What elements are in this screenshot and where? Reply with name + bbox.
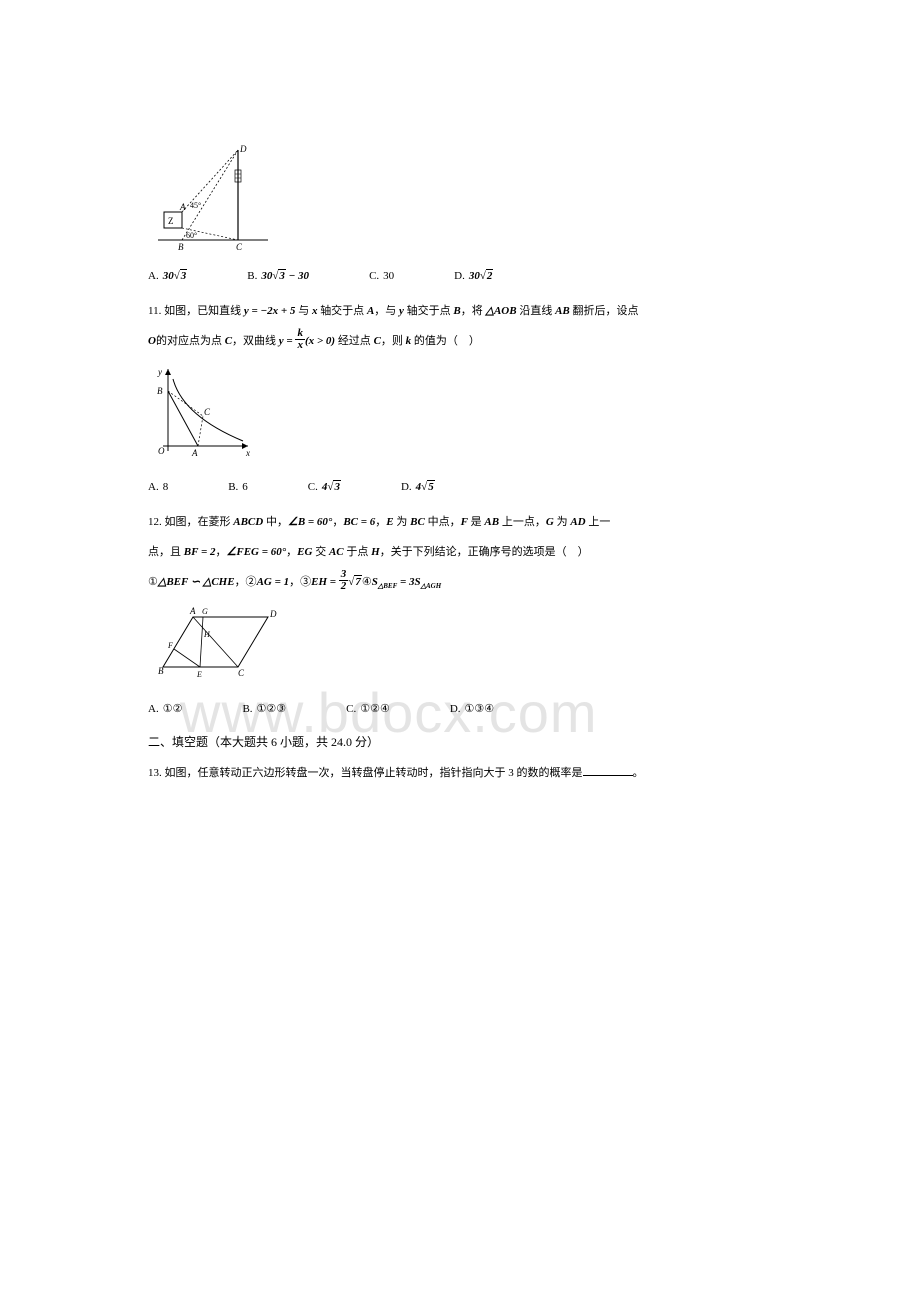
q11-figure: O A B C x y [148, 361, 668, 461]
angle-60: 60° [186, 231, 197, 240]
q12-option-D: D. ①③④ [450, 702, 494, 715]
q12-statements: ① △BEF ∽ △CHE，② AG = 1，③ EH = 327 ④ S△BE… [148, 571, 668, 594]
blank [583, 775, 633, 776]
svg-text:D: D [269, 609, 277, 619]
section2-title: 二、填空题（本大题共 6 小题，共 24.0 分） [148, 733, 668, 750]
svg-text:H: H [203, 630, 211, 639]
svg-text:O: O [158, 446, 165, 456]
q12-text: 12. 如图，在菱形 ABCD 中，∠B = 60°，BC = 6，E 为 BC… [148, 511, 668, 533]
svg-text:A: A [191, 448, 198, 458]
q11-option-C: C. 43 [308, 481, 341, 493]
q10-option-C: C. 30 [369, 270, 394, 282]
svg-text:C: C [238, 668, 245, 678]
svg-text:B: B [158, 666, 164, 676]
q11-option-A: A. 8 [148, 481, 168, 493]
q12-option-B: B. ①②③ [242, 702, 286, 715]
q11-option-D: D. 45 [401, 481, 435, 493]
svg-text:B: B [157, 386, 163, 396]
q10-options: A. 303 B. 303 − 30 C. 30 D. 302 [148, 270, 668, 282]
q13-text: 13. 如图，任意转动正六边形转盘一次，当转盘停止转动时，指针指向大于 3 的数… [148, 762, 668, 784]
label-C: C [236, 242, 243, 250]
label-A: A [179, 202, 186, 212]
label-B: B [178, 242, 184, 250]
svg-text:x: x [245, 448, 250, 458]
q12-figure: A B C D E F G H [148, 602, 668, 682]
q11-options: A. 8 B. 6 C. 43 D. 45 [148, 481, 668, 493]
svg-text:C: C [204, 407, 211, 417]
q10-option-B: B. 303 − 30 [247, 270, 309, 282]
svg-text:E: E [196, 670, 202, 679]
q12-option-A: A. ①② [148, 702, 182, 715]
q10-figure: A D B C Z 45° 60° [148, 140, 668, 250]
svg-text:y: y [157, 367, 162, 377]
q10-option-A: A. 303 [148, 270, 187, 282]
q12-option-C: C. ①②④ [346, 702, 390, 715]
svg-text:A: A [189, 606, 196, 616]
svg-text:G: G [202, 607, 208, 616]
page-content: A D B C Z 45° 60° A. 303 B. 303 − 30 C. … [148, 140, 668, 784]
q11-text: 11. 如图，已知直线 y = −2x + 5 与 x 轴交于点 A，与 y 轴… [148, 300, 668, 322]
svg-text:F: F [167, 641, 173, 650]
q10-option-D: D. 302 [454, 270, 493, 282]
q12-options: A. ①② B. ①②③ C. ①②④ D. ①③④ [148, 702, 668, 715]
q12-text-line2: 点，且 BF = 2，∠FEG = 60°，EG 交 AC 于点 H，关于下列结… [148, 541, 668, 563]
q11-text-line2: O的对应点为点 C，双曲线 y = kx(x > 0) 经过点 C，则 k 的值… [148, 330, 668, 353]
q11-option-B: B. 6 [228, 481, 248, 493]
angle-45: 45° [190, 201, 201, 210]
label-D: D [239, 144, 247, 154]
label-Z: Z [168, 216, 174, 226]
